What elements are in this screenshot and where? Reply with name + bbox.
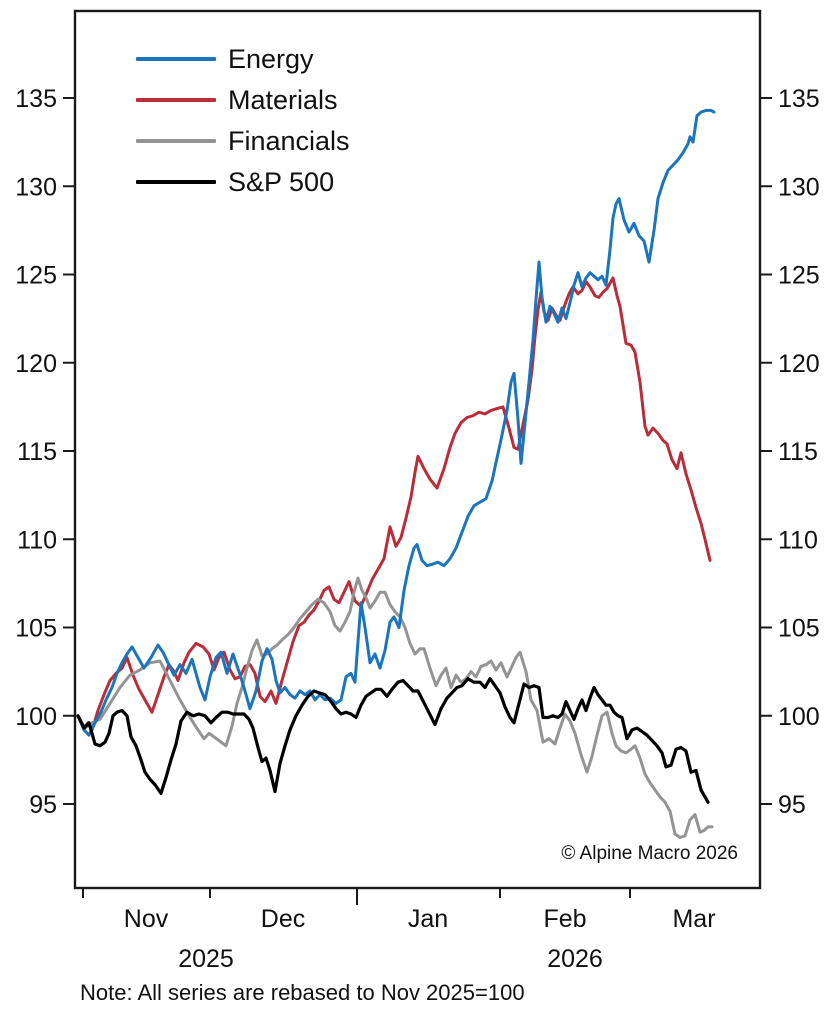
legend-row-materials: Materials <box>136 85 338 115</box>
footnote: Note: All series are rebased to Nov 2025… <box>80 980 525 1005</box>
y-axis-label-right: 105 <box>778 615 820 643</box>
y-axis-label-right: 95 <box>778 791 806 819</box>
legend-label-materials: Materials <box>228 85 338 115</box>
year-label-2025: 2025 <box>178 945 234 973</box>
legend-row-sp500: S&P 500 <box>136 167 334 197</box>
series-line-financials <box>76 576 714 839</box>
series-line-materials <box>76 276 712 732</box>
y-axis-label-left: 115 <box>17 438 57 466</box>
legend-label-financials: Financials <box>228 126 350 156</box>
legend-label-sp500: S&P 500 <box>228 167 335 197</box>
y-axis-label-left: 105 <box>15 615 57 643</box>
series-line-energy <box>76 108 716 737</box>
copyright-notice: © Alpine Macro 2026 <box>561 843 738 864</box>
y-axis-label-left: 125 <box>15 262 57 290</box>
plot-border <box>73 9 762 890</box>
y-axis-label-right: 115 <box>778 438 818 466</box>
x-axis-label-dec: Dec <box>261 905 305 933</box>
year-label-2026: 2026 <box>547 945 603 973</box>
legend-label-energy: Energy <box>228 44 314 74</box>
y-axis-label-left: 100 <box>15 703 57 731</box>
y-axis-label-left: 120 <box>15 350 57 378</box>
y-axis-label-left: 95 <box>29 791 57 819</box>
y-axis-label-right: 135 <box>778 85 820 113</box>
y-axis-label-right: 130 <box>778 173 820 201</box>
legend-row-financials: Financials <box>136 126 350 156</box>
y-axis-label-left: 130 <box>15 173 57 201</box>
x-axis-label-nov: Nov <box>124 905 169 933</box>
x-axis-label-jan: Jan <box>408 905 448 933</box>
materials-line-swatch <box>136 98 216 102</box>
sp500-line-swatch <box>136 180 216 184</box>
y-axis-label-right: 110 <box>778 526 818 554</box>
y-axis-label-left: 110 <box>17 526 57 554</box>
y-axis-label-right: 125 <box>778 262 820 290</box>
y-axis-label-left: 135 <box>15 85 57 113</box>
x-axis-label-feb: Feb <box>543 905 586 933</box>
x-axis-label-mar: Mar <box>672 905 715 933</box>
y-axis-label-right: 100 <box>778 703 820 731</box>
legend-row-energy: Energy <box>136 44 314 74</box>
y-axis-label-right: 120 <box>778 350 820 378</box>
financials-line-swatch <box>136 139 216 143</box>
series-line-sp500 <box>76 677 710 804</box>
energy-line-swatch <box>136 57 216 61</box>
